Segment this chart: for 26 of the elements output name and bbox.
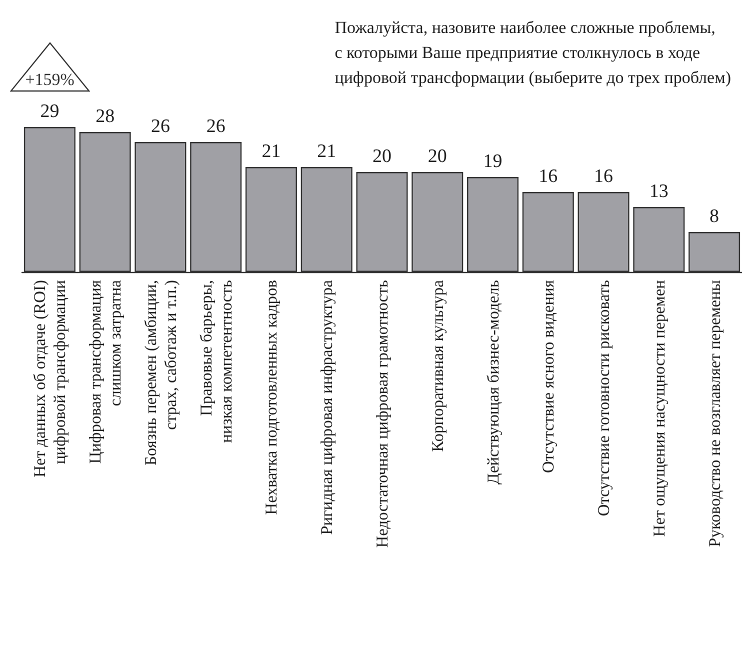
x-tick-label: Корпоративная культура <box>428 279 447 452</box>
x-tick-label: Отсутствие готовности рисковать <box>594 280 614 516</box>
x-tick-label: Нехватка подготовленных кадров <box>262 280 281 515</box>
data-label: 21 <box>317 141 336 162</box>
data-label: 19 <box>483 151 502 172</box>
x-tick-label: Нет ощущения насущности перемен <box>649 280 668 537</box>
text: +159% <box>25 70 74 90</box>
data-label: 21 <box>262 141 281 162</box>
x-tick-label: Ригидная цифровая инфраструктура <box>317 279 336 535</box>
data-label: 13 <box>649 181 668 202</box>
data-label: 29 <box>40 101 60 122</box>
chart-title: Пожалуйста, назовите наиболее сложные проблемы, с которыми Ваше предприятие столкнулось в ходе цифровой трансформации (выберите до трех проблем) <box>334 18 732 87</box>
data-label: 20 <box>372 146 392 167</box>
x-tick-label: Нет данных об отдаче (ROI) цифровой трансформации <box>30 280 70 478</box>
x-tick-label: Боязнь перемен (амбиции, страх, саботаж и т.п.) <box>140 280 180 466</box>
x-tick-label: Отсутствие ясного видения <box>538 280 558 474</box>
x-tick-label: Действующая бизнес-модель <box>483 280 502 485</box>
x-tick-label: Руководство не возглавляет перемены <box>704 280 724 547</box>
data-label: 20 <box>428 146 447 167</box>
data-label: 8 <box>710 206 720 227</box>
data-label: 16 <box>594 166 614 187</box>
x-tick-label: Недостаточная цифровая грамотность <box>372 280 392 548</box>
data-label: 28 <box>96 106 115 127</box>
data-label: 26 <box>150 116 170 137</box>
data-label: 26 <box>206 116 226 137</box>
data-label: 16 <box>538 166 558 187</box>
